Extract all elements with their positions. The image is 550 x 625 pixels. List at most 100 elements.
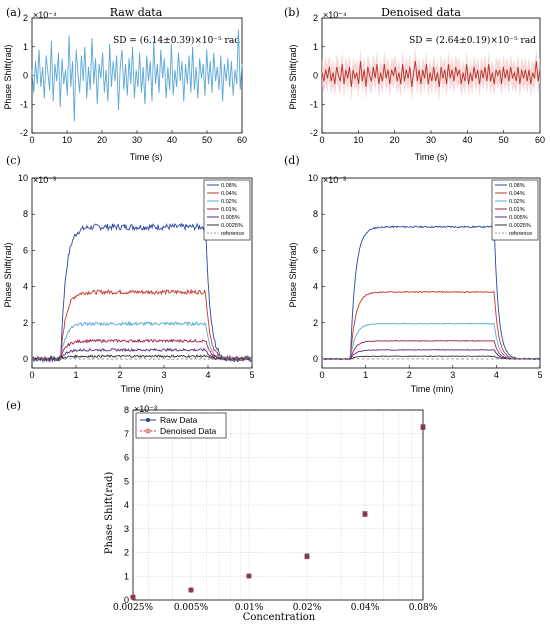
panel-e-xtick-label: 0.005% bbox=[174, 603, 209, 613]
panel-e-ytick-label: 0 bbox=[124, 595, 129, 605]
panel-b-exponent: ×10⁻⁴ bbox=[323, 10, 347, 20]
panel-e-ylabel: Phase Shift(rad) bbox=[104, 472, 115, 555]
panel-c-ytick-label: 0 bbox=[23, 354, 28, 364]
panel-e-xtick-label: 0.01% bbox=[235, 603, 264, 613]
panel-e-ytick-label: 6 bbox=[124, 453, 129, 463]
panel-d-ytick-label: 10 bbox=[308, 173, 318, 183]
panel-b-ytick-label: -1 bbox=[310, 99, 318, 109]
panel-b-ytick-label: 1 bbox=[313, 42, 318, 52]
panel-d-series-2 bbox=[321, 322, 541, 360]
panel-e-ytick-label: 4 bbox=[124, 500, 129, 510]
panel-b-annotation: SD = (2.64±0.19)×10⁻⁵ rad bbox=[409, 35, 536, 46]
panel-c-letter: (c) bbox=[6, 154, 21, 167]
panel-d-series-1 bbox=[321, 290, 541, 361]
panel-e-letter: (e) bbox=[6, 399, 21, 412]
panel-d-legend-label: 0.08% bbox=[509, 183, 525, 189]
panel-c-legend-label: 0.08% bbox=[221, 183, 237, 189]
panel-d-legend-label: 0.005% bbox=[509, 215, 528, 221]
panel-c-ytick-label: 2 bbox=[23, 318, 28, 328]
panel-e-legend bbox=[135, 412, 227, 439]
panel-d-legend-label: 0.0025% bbox=[509, 223, 531, 229]
panel-e-point-denoised bbox=[130, 594, 136, 600]
panel-d-legend-label: 0.02% bbox=[509, 199, 525, 205]
panel-a-xlabel: Time (s) bbox=[130, 152, 163, 162]
panel-a-ytick-label: 2 bbox=[23, 13, 28, 23]
panel-b-xtick-label: 30 bbox=[426, 135, 436, 145]
panel-a-xtick-label: 60 bbox=[237, 135, 247, 145]
panel-c-legend-label: 0.02% bbox=[221, 199, 237, 205]
panel-c-xtick-label: 4 bbox=[205, 370, 210, 380]
panel-a-title: Raw data bbox=[110, 6, 163, 19]
panel-b-ytick-label: 2 bbox=[313, 13, 318, 23]
panel-b-xtick-label: 40 bbox=[462, 135, 472, 145]
panel-c-ytick-label: 10 bbox=[18, 173, 28, 183]
panel-c-series-0 bbox=[31, 222, 253, 364]
panel-b-title: Denoised data bbox=[381, 6, 461, 19]
panel-e-ytick-label: 7 bbox=[124, 429, 129, 439]
panel-d-xtick-label: 0 bbox=[319, 370, 324, 380]
panel-e-xlabel: Concentration bbox=[243, 612, 316, 623]
panel-d-ylabel: Phase Shift(rad) bbox=[288, 242, 298, 307]
panel-d-exponent: ×10⁻³ bbox=[323, 175, 346, 185]
panel-a-xtick-label: 40 bbox=[167, 135, 177, 145]
panel-e-legend-marker bbox=[146, 418, 150, 422]
panel-d-ytick-label: 4 bbox=[313, 282, 318, 292]
panel-e-point-denoised bbox=[246, 573, 252, 579]
panel-c-xtick-label: 0 bbox=[29, 370, 34, 380]
panel-d-ytick-label: 8 bbox=[313, 209, 318, 219]
panel-e-legend-label: Denoised Data bbox=[160, 426, 217, 436]
panel-b-xtick-label: 0 bbox=[319, 135, 324, 145]
panel-a-xtick-label: 0 bbox=[29, 135, 34, 145]
panel-d-series-4 bbox=[321, 349, 541, 360]
panel-b-xtick-label: 10 bbox=[353, 135, 363, 145]
panel-e-ytick-label: 1 bbox=[124, 571, 129, 581]
panel-d-ytick-label: 6 bbox=[313, 245, 318, 255]
panel-c: (c) ×10⁻³ Time (min) Phase Shift(rad) 0 1… bbox=[3, 154, 255, 394]
panel-e-legend-label: Raw Data bbox=[160, 415, 198, 425]
panel-e-frame bbox=[132, 409, 424, 601]
panel-e-point-denoised bbox=[188, 587, 194, 593]
panel-e-ytick-label: 3 bbox=[124, 524, 129, 534]
panel-a-letter: (a) bbox=[6, 6, 21, 19]
panel-e-ytick-label: 2 bbox=[124, 548, 129, 558]
panel-e-xtick-label: 0.02% bbox=[293, 603, 322, 613]
panel-d-ytick-label: 2 bbox=[313, 318, 318, 328]
panel-d-frame bbox=[321, 177, 541, 369]
panel-e-ytick-label: 5 bbox=[124, 476, 129, 486]
panel-d-xtick-label: 5 bbox=[537, 370, 542, 380]
panel-c-xtick-label: 1 bbox=[73, 370, 78, 380]
panel-c-legend-label: 0.04% bbox=[221, 191, 237, 197]
panel-c-legend-label: 0.01% bbox=[221, 207, 237, 213]
panel-b-ytick-label: -2 bbox=[310, 128, 318, 138]
panel-c-xtick-label: 2 bbox=[117, 370, 122, 380]
panel-b-xtick-label: 20 bbox=[390, 135, 400, 145]
panel-a-ytick-label: 0 bbox=[23, 71, 28, 81]
panel-c-legend-label: 0.0025% bbox=[221, 223, 243, 229]
panel-a-ytick-label: -2 bbox=[20, 128, 28, 138]
panel-d: (d) ×10⁻³ Time (min) Phase Shift(rad) 0 1… bbox=[284, 154, 543, 394]
panel-d-legend-label: reference bbox=[509, 231, 532, 237]
panel-b-plot: 0 10 20 30 40 50 60 -2 -1 0 1 2 bbox=[310, 13, 545, 145]
panel-a: (a) Raw data ×10⁻⁴ SD = (6.14±0.39)×10⁻⁵… bbox=[3, 6, 247, 162]
panel-b-raw-band bbox=[322, 48, 540, 100]
panel-a-xtick-label: 10 bbox=[62, 135, 72, 145]
panel-c-frame bbox=[31, 177, 253, 369]
panel-c-legend-label: reference bbox=[221, 231, 244, 237]
panel-c-ytick-label: 6 bbox=[23, 245, 28, 255]
panel-b-xtick-label: 60 bbox=[535, 135, 545, 145]
panel-a-ytick-label: -1 bbox=[20, 99, 28, 109]
panel-b-xtick-label: 50 bbox=[499, 135, 509, 145]
panel-e-xtick-label: 0.0025% bbox=[113, 603, 153, 613]
panel-b: (b) Denoised data ×10⁻⁴ SD = (2.64±0.19)… bbox=[284, 6, 545, 162]
panel-b-xlabel: Time (s) bbox=[415, 152, 448, 162]
panel-c-xtick-label: 3 bbox=[161, 370, 166, 380]
panel-d-xtick-label: 2 bbox=[407, 370, 412, 380]
panel-a-series-line bbox=[31, 29, 243, 122]
panel-a-xtick-label: 30 bbox=[132, 135, 142, 145]
panel-b-letter: (b) bbox=[284, 6, 300, 19]
panel-c-ylabel: Phase Shift(rad) bbox=[3, 242, 13, 307]
panel-c-series-3 bbox=[31, 338, 253, 362]
panel-c-ytick-label: 8 bbox=[23, 209, 28, 219]
panel-d-series-3 bbox=[321, 339, 541, 360]
